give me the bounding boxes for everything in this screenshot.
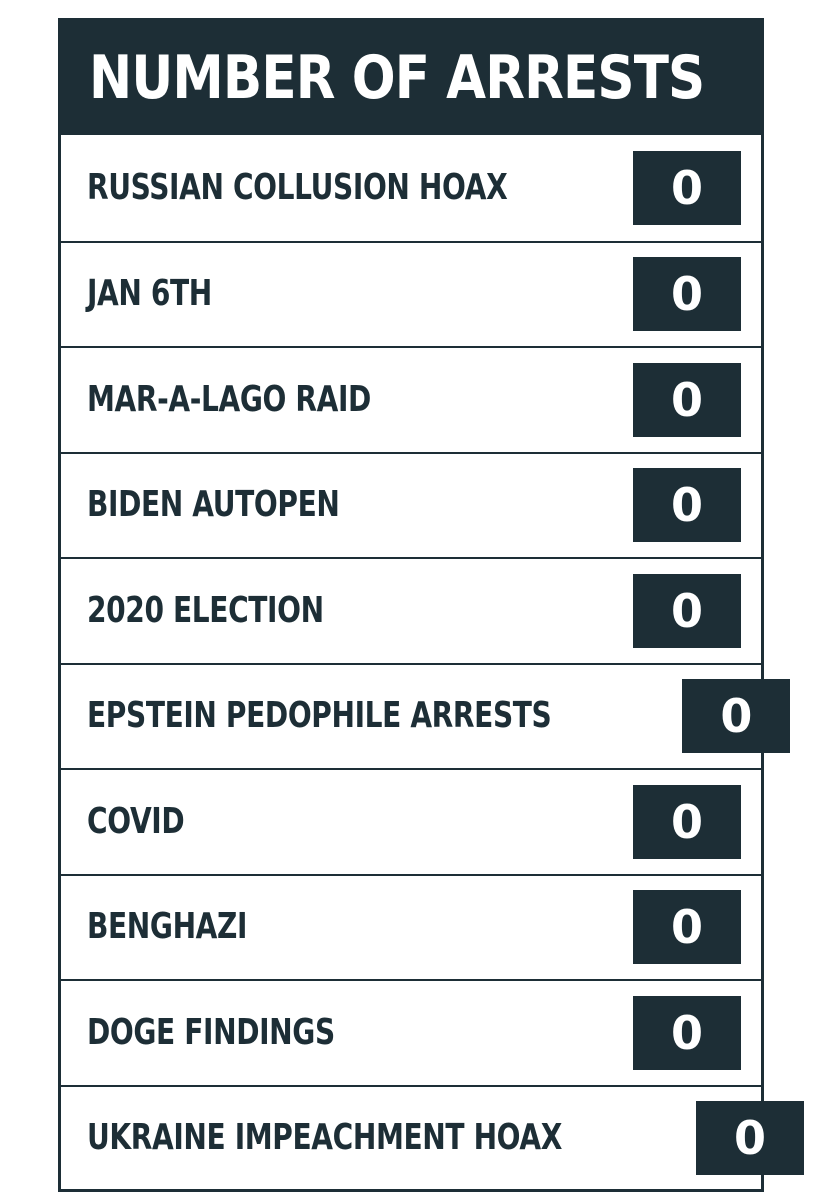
arrest-list: RUSSIAN COLLUSION HOAX 0 JAN 6TH 0 MAR-A… <box>61 135 804 1191</box>
count-value: 0 <box>670 583 703 638</box>
count-value: 0 <box>670 794 703 849</box>
board-title: NUMBER OF ARRESTS <box>89 43 705 113</box>
list-row-mar-a-lago-raid: MAR-A-LAGO RAID 0 <box>61 346 761 452</box>
list-row-jan-6th: JAN 6TH 0 <box>61 240 761 347</box>
list-row-benghazi: BENGHAZI 0 <box>61 873 761 980</box>
count-value: 0 <box>733 1111 766 1166</box>
list-row-doge-findings: DOGE FINDINGS 0 <box>61 979 761 1085</box>
row-label: 2020 ELECTION <box>87 589 324 631</box>
row-label: MAR-A-LAGO RAID <box>87 378 371 420</box>
count-value: 0 <box>670 267 703 322</box>
count-value: 0 <box>670 372 703 427</box>
header-bar: NUMBER OF ARRESTS <box>61 21 761 135</box>
count-box: 0 <box>633 573 741 648</box>
row-label: UKRAINE IMPEACHMENT HOAX <box>87 1117 563 1159</box>
count-value: 0 <box>670 160 703 215</box>
count-box: 0 <box>633 995 741 1070</box>
arrests-board: NUMBER OF ARRESTS RUSSIAN COLLUSION HOAX… <box>58 18 804 1192</box>
list-row-russian-collusion-hoax: RUSSIAN COLLUSION HOAX 0 <box>61 135 761 241</box>
count-value: 0 <box>670 1005 703 1060</box>
list-row-epstein-pedophile-arrests: EPSTEIN PEDOPHILE ARRESTS 0 <box>61 662 791 769</box>
row-label: RUSSIAN COLLUSION HOAX <box>87 166 508 208</box>
count-box: 0 <box>633 362 741 437</box>
count-box: 0 <box>682 679 791 754</box>
list-row-2020-election: 2020 ELECTION 0 <box>61 557 761 663</box>
count-value: 0 <box>670 478 703 533</box>
list-row-biden-autopen: BIDEN AUTOPEN 0 <box>61 451 761 558</box>
count-box: 0 <box>695 1101 804 1176</box>
count-box: 0 <box>633 468 741 543</box>
count-box: 0 <box>633 890 741 965</box>
row-label: DOGE FINDINGS <box>87 1011 335 1053</box>
list-row-ukraine-impeachment-hoax: UKRAINE IMPEACHMENT HOAX 0 <box>61 1084 804 1191</box>
count-value: 0 <box>670 900 703 955</box>
row-label: EPSTEIN PEDOPHILE ARRESTS <box>87 695 552 737</box>
row-label: BENGHAZI <box>87 906 248 948</box>
row-label: COVID <box>87 800 185 842</box>
count-box: 0 <box>633 150 741 225</box>
count-box: 0 <box>633 257 741 332</box>
row-label: BIDEN AUTOPEN <box>87 484 340 526</box>
count-value: 0 <box>720 689 753 744</box>
count-box: 0 <box>633 784 741 859</box>
list-row-covid: COVID 0 <box>61 768 761 874</box>
row-label: JAN 6TH <box>87 273 212 315</box>
